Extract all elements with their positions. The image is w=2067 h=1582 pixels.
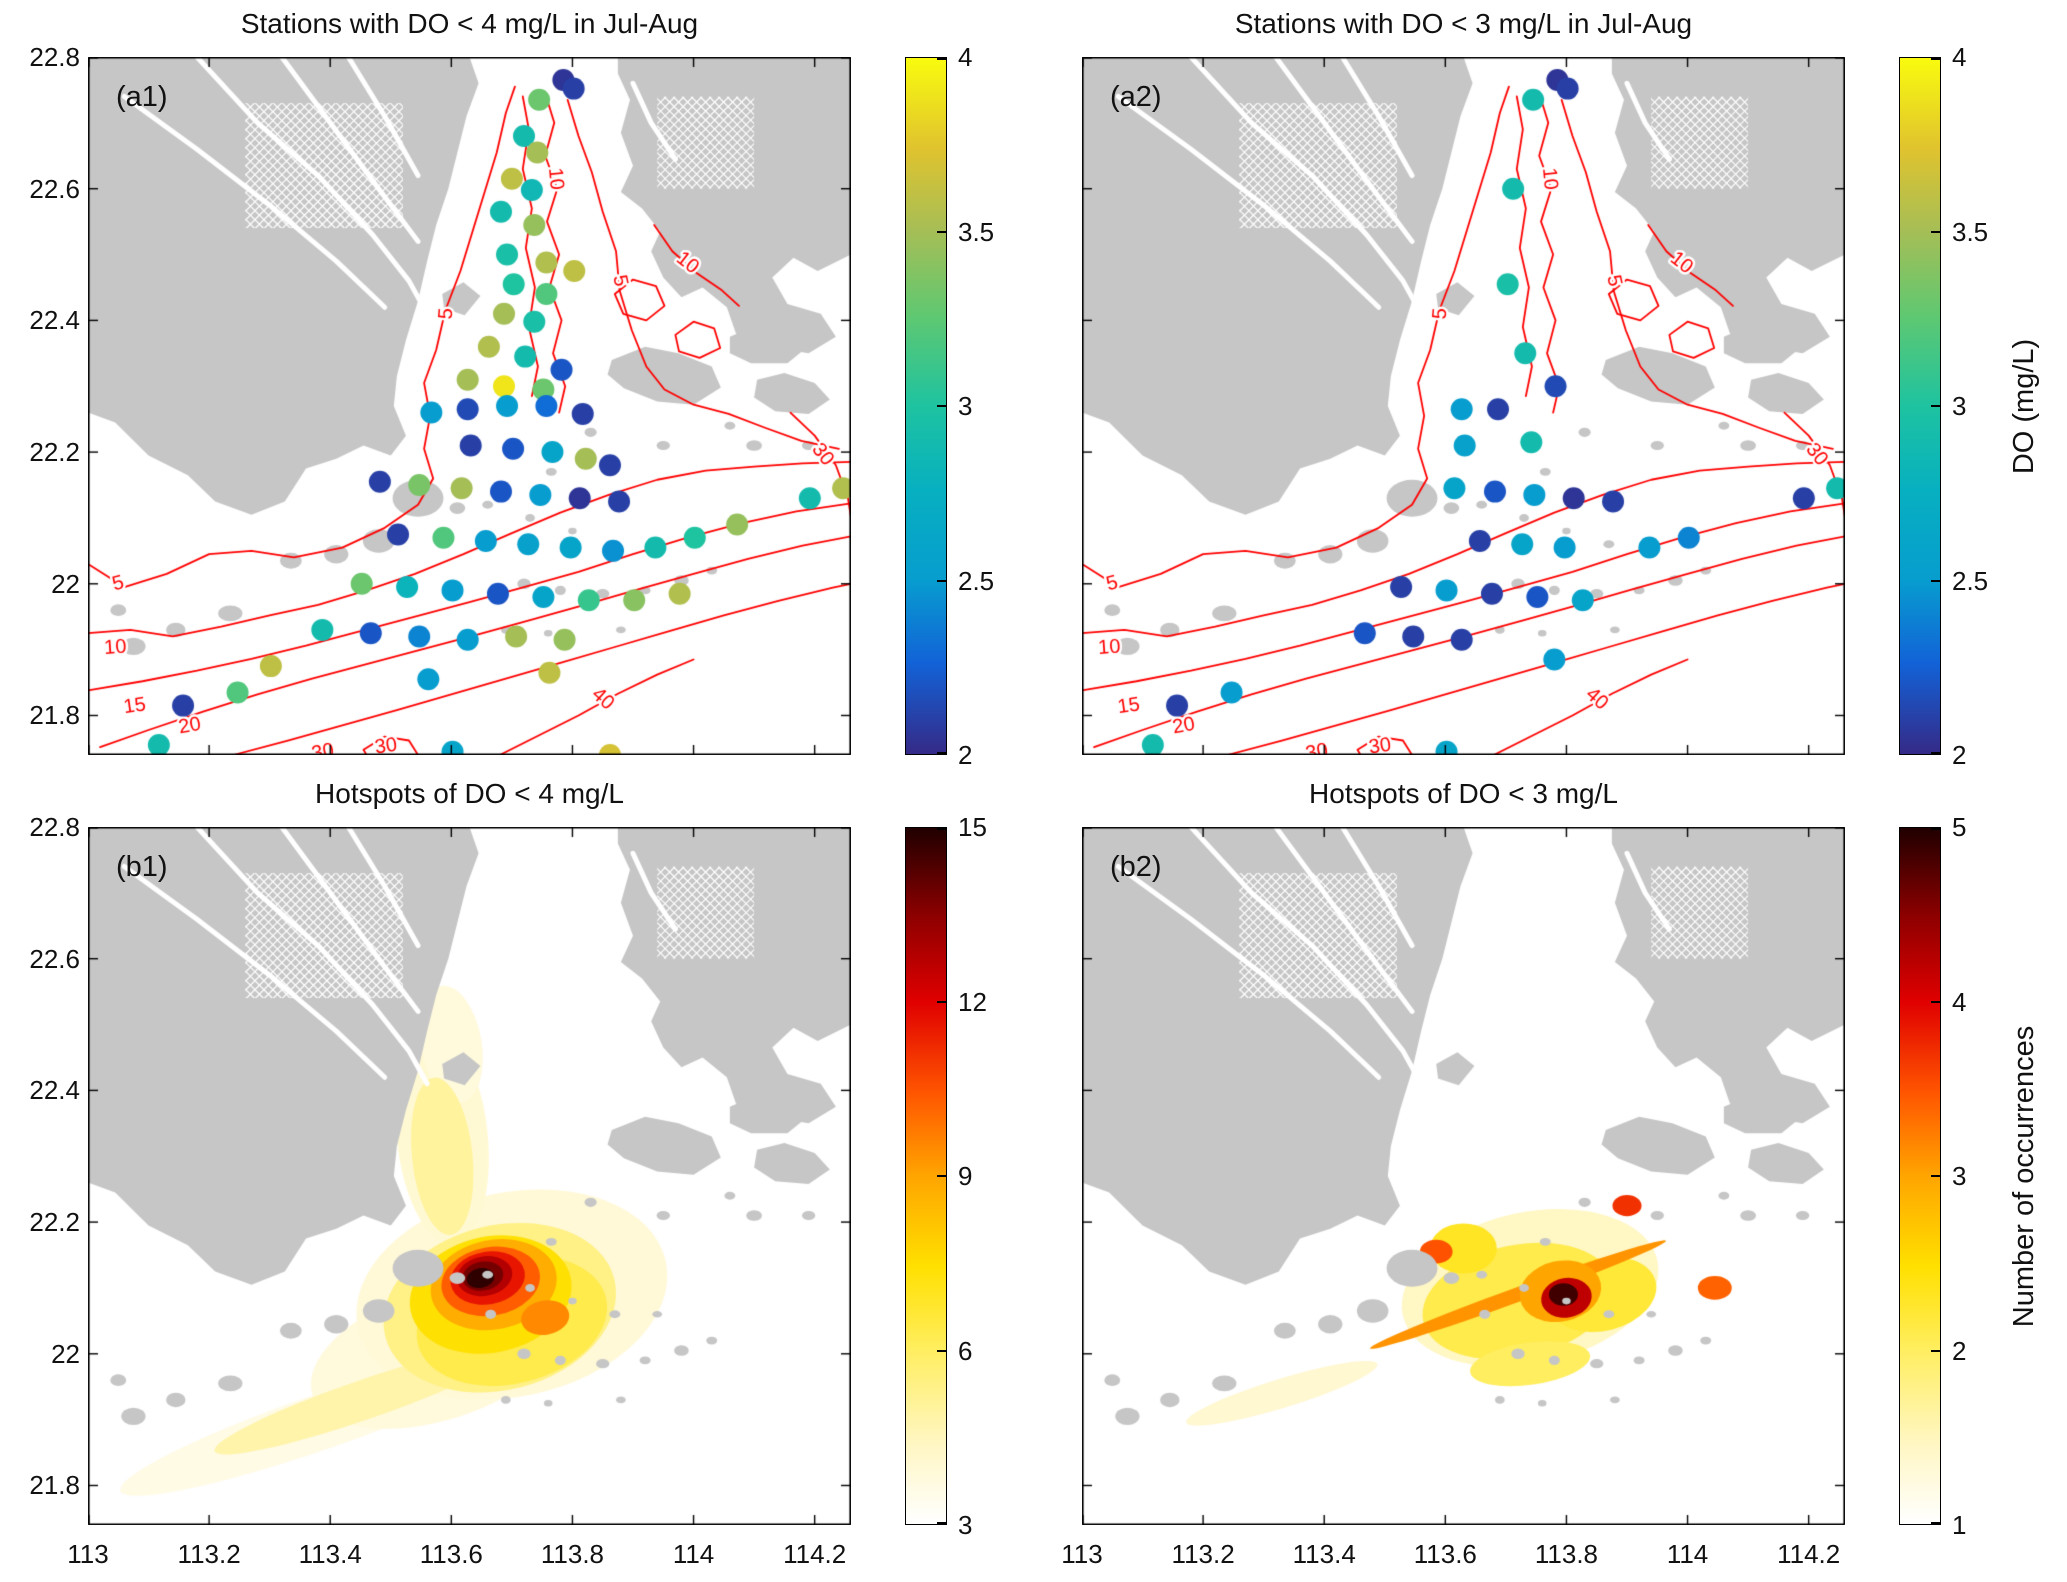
panel-b1: (b1) (88, 827, 851, 1525)
colorbar-b2-tickmark-5 (1931, 828, 1940, 830)
colorbar-b1-tickmark-12 (937, 1000, 946, 1003)
colorbar-a1-tickmark-2 (937, 752, 946, 754)
panel-a2-label: (a2) (1110, 81, 1162, 113)
colorbar-a2-tickmark-2.5 (1931, 579, 1940, 582)
y-tick-label-a1-22.2: 22.2 (29, 437, 80, 468)
colorbar-a2-tick-3: 3 (1952, 391, 1967, 421)
panel-a2: (a2) (1082, 57, 1845, 755)
colorbar-a1-tickmark-3 (937, 405, 946, 407)
y-tick-label-b1-22.8: 22.8 (29, 812, 80, 842)
x-tick-label-b1-113.8: 113.8 (540, 1539, 605, 1569)
x-tick-label-b2-113.6: 113.6 (1413, 1539, 1477, 1569)
colorbar-b1-tickmark-9 (937, 1175, 946, 1177)
y-tick-label-a1-22: 22 (51, 568, 80, 599)
x-tick-label-b2-113.2: 113.2 (1171, 1539, 1235, 1569)
panel-a1-label: (a1) (116, 81, 168, 113)
colorbar-b1-tick-15: 15 (958, 812, 987, 842)
panel-a1-title: Stations with DO < 4 mg/L in Jul-Aug (240, 8, 699, 39)
colorbar-b1-tick-3: 3 (958, 1510, 973, 1540)
colorbar-b2-tick-5: 5 (1952, 812, 1967, 842)
colorbar-b2-tick-4: 4 (1952, 986, 1967, 1017)
colorbar-a2-tick-2: 2 (1952, 740, 1967, 770)
panel-b1-label: (b1) (116, 851, 168, 883)
y-tick-label-b1-22.4: 22.4 (29, 1075, 80, 1106)
colorbar-occurrences-axis-label-text: Number of occurrences (2008, 1025, 2041, 1327)
panel-a1: (a1) (88, 57, 851, 755)
colorbar-b1-tickmark-6 (937, 1349, 946, 1352)
colorbar-b1-tickmark-15 (937, 828, 946, 830)
colorbar-a2-tick-4: 4 (1952, 42, 1967, 72)
map-canvas-a1 (88, 57, 851, 755)
y-tick-label-b1-21.8: 21.8 (29, 1470, 80, 1501)
colorbar-a1-tick-3.5: 3.5 (958, 216, 995, 247)
map-canvas-a2 (1082, 57, 1845, 755)
colorbar-b1-tick-9: 9 (958, 1161, 973, 1191)
colorbar-b2-tickmark-4 (1931, 1000, 1940, 1003)
x-tick-label-b1-114: 114 (672, 1539, 715, 1569)
y-tick-label-b1-22: 22 (51, 1338, 80, 1369)
colorbar-a1-tickmark-4 (937, 58, 946, 60)
y-tick-label-b1-22.2: 22.2 (29, 1207, 80, 1238)
colorbar-a1-tickmark-2.5 (937, 579, 946, 582)
panel-b2-label: (b2) (1110, 851, 1162, 883)
map-canvas-b1 (88, 827, 851, 1525)
colorbar-b1-tick-6: 6 (958, 1335, 973, 1366)
x-tick-label-b2-113.4: 113.4 (1292, 1539, 1356, 1569)
colorbar-b2-tickmark-3 (1931, 1175, 1940, 1177)
colorbar-a2-tickmark-2 (1931, 752, 1940, 754)
y-tick-label-a1-22.6: 22.6 (29, 173, 80, 204)
colorbar-a1-tick-3: 3 (958, 391, 973, 421)
colorbar-a2-tickmark-4 (1931, 58, 1940, 60)
colorbar-a1-tick-4: 4 (958, 42, 973, 72)
x-tick-label-b1-113: 113 (67, 1539, 109, 1569)
colorbar-b2-tickmark-2 (1931, 1349, 1940, 1352)
y-tick-label-b1-22.6: 22.6 (29, 943, 80, 974)
colorbar-b2-tickmark-1 (1931, 1522, 1940, 1524)
colorbar-do-axis-label: DO (mg/L) (2003, 57, 2047, 755)
panel-b2-title: Hotspots of DO < 3 mg/L (1309, 778, 1618, 809)
colorbar-b1-tick-12: 12 (958, 986, 987, 1017)
panel-a2-title: Stations with DO < 3 mg/L in Jul-Aug (1234, 8, 1693, 39)
panel-b2: (b2) (1082, 827, 1845, 1525)
panel-b1-title: Hotspots of DO < 4 mg/L (315, 778, 624, 809)
y-tick-label-a1-22.4: 22.4 (29, 305, 80, 336)
y-tick-label-a1-21.8: 21.8 (29, 700, 80, 731)
colorbar-a2-tickmark-3 (1931, 405, 1940, 407)
colorbar-a2-tickmark-3.5 (1931, 230, 1940, 233)
x-tick-label-b1-114.2: 114.2 (783, 1539, 847, 1569)
x-tick-label-b1-113.4: 113.4 (298, 1539, 362, 1569)
colorbar-a2-tick-2.5: 2.5 (1952, 565, 1989, 596)
colorbar-a1-tick-2.5: 2.5 (958, 565, 995, 596)
x-tick-label-b2-114: 114 (1666, 1539, 1709, 1569)
x-tick-label-b1-113.6: 113.6 (419, 1539, 483, 1569)
colorbar-a1-tick-2: 2 (958, 740, 973, 770)
colorbar-do-axis-label-text: DO (mg/L) (2008, 338, 2041, 474)
colorbar-b2-tick-3: 3 (1952, 1161, 1967, 1191)
colorbar-a2-tick-3.5: 3.5 (1952, 216, 1989, 247)
x-tick-label-b2-114.2: 114.2 (1777, 1539, 1841, 1569)
y-tick-label-a1-22.8: 22.8 (29, 42, 80, 72)
colorbar-a1-tickmark-3.5 (937, 230, 946, 233)
map-canvas-b2 (1082, 827, 1845, 1525)
colorbar-b1-tickmark-3 (937, 1522, 946, 1524)
x-tick-label-b2-113: 113 (1061, 1539, 1103, 1569)
x-tick-label-b1-113.2: 113.2 (177, 1539, 241, 1569)
colorbar-b2-tick-1: 1 (1952, 1510, 1967, 1540)
x-tick-label-b2-113.8: 113.8 (1534, 1539, 1599, 1569)
colorbar-b2-tick-2: 2 (1952, 1335, 1967, 1366)
colorbar-occurrences-axis-label: Number of occurrences (2003, 827, 2047, 1525)
